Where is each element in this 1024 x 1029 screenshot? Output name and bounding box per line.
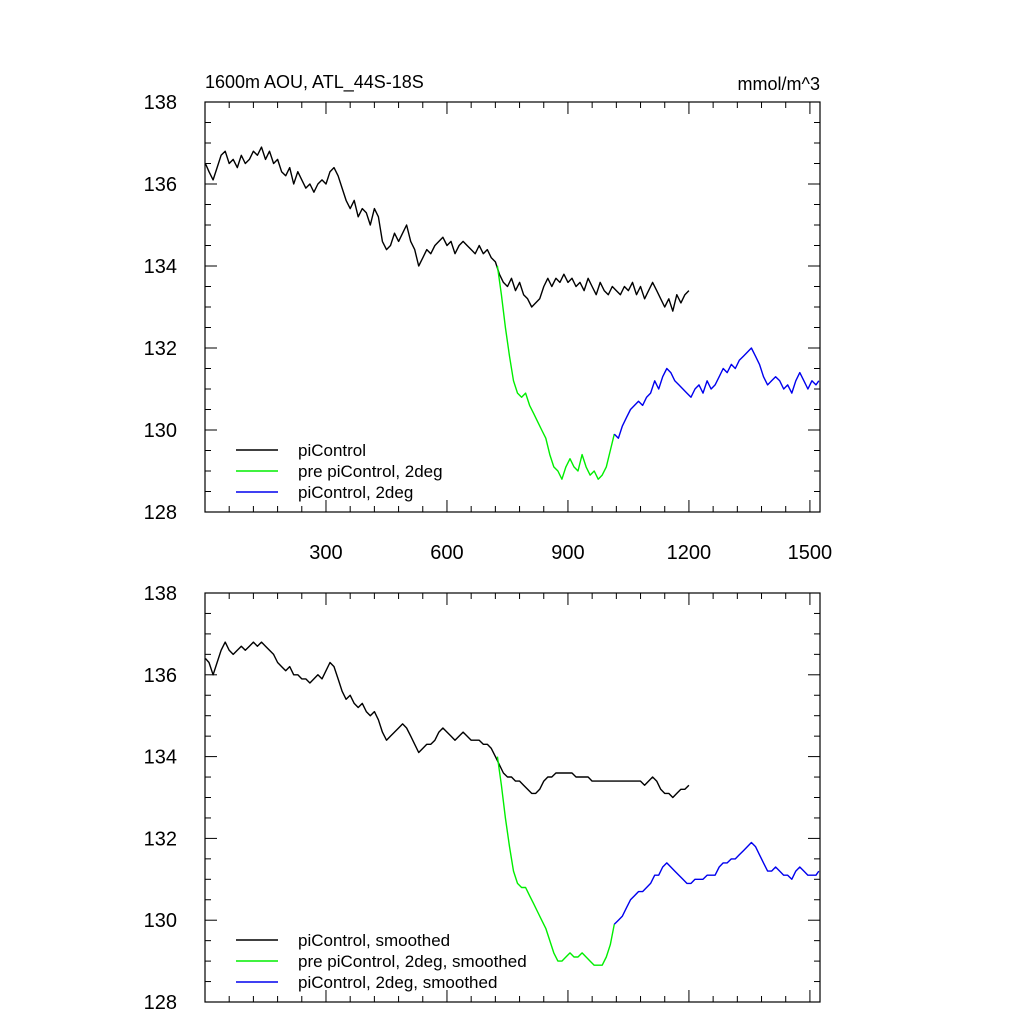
series-line-1	[204, 146, 690, 312]
series-line-3	[613, 347, 820, 439]
legend-label: piControl, 2deg	[298, 483, 413, 502]
x-tick-label: 600	[430, 542, 463, 564]
series-line-2	[496, 756, 615, 966]
y-tick-label: 128	[144, 992, 177, 1014]
y-tick-label: 138	[144, 92, 177, 114]
chart-panel-2: 128 130 132 134 136 138 piControl, smoothed pre…	[144, 583, 821, 1014]
y-tick-label: 128	[144, 502, 177, 524]
y-tick-label: 134	[144, 256, 177, 278]
y-tick-label: 132	[144, 828, 177, 850]
x-tick-label: 900	[551, 542, 584, 564]
y-tick-label: 130	[144, 420, 177, 442]
series-line-2	[496, 265, 615, 480]
x-tick-label: 300	[309, 542, 342, 564]
series-line-3	[613, 841, 820, 925]
units-label: mmol/m^3	[738, 74, 820, 94]
y-tick-label: 138	[144, 583, 177, 605]
y-tick-label: 136	[144, 665, 177, 687]
series-line-1	[204, 641, 690, 799]
legend-label: piControl, 2deg, smoothed	[298, 973, 497, 992]
legend-label: pre piControl, 2deg, smoothed	[298, 952, 527, 971]
legend-label: piControl, smoothed	[298, 931, 450, 950]
legend-label: piControl	[298, 441, 366, 460]
y-tick-label: 136	[144, 174, 177, 196]
x-tick-label: 1500	[788, 542, 833, 564]
chart-title: 1600m AOU, ATL_44S-18S	[205, 72, 424, 93]
y-tick-label: 130	[144, 910, 177, 932]
legend-label: pre piControl, 2deg	[298, 462, 443, 481]
y-tick-label: 134	[144, 747, 177, 769]
chart-panel-1: 128 130 132 134 136 138 300 600 900 1200 1500 1600m…	[144, 72, 833, 564]
y-tick-label: 132	[144, 338, 177, 360]
x-tick-label: 1200	[667, 542, 712, 564]
